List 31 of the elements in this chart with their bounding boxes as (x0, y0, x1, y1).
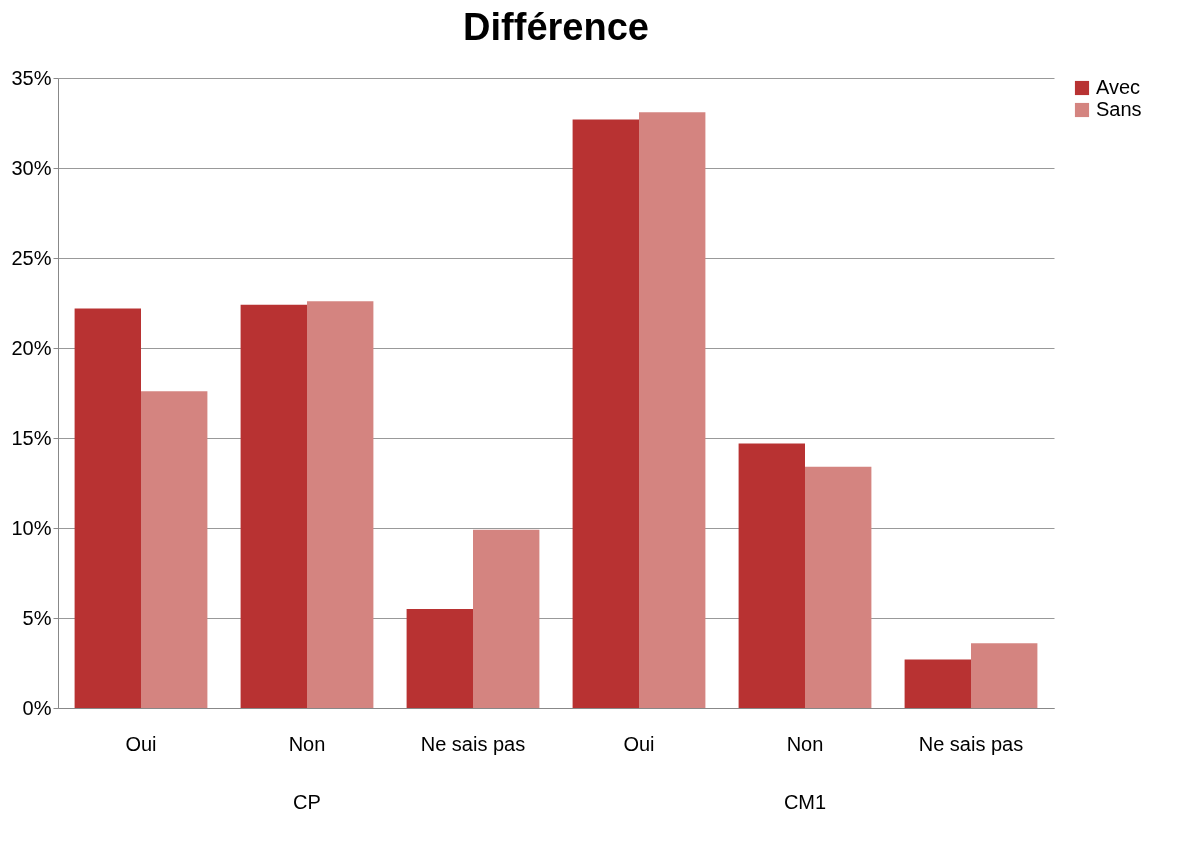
bar (639, 112, 706, 708)
bar (738, 443, 805, 708)
chart-title: Différence (463, 6, 649, 48)
y-tick-label: 0% (22, 696, 52, 719)
bar (904, 659, 971, 708)
bar (572, 119, 639, 708)
y-tick-label: 35% (11, 66, 52, 89)
legend-label: Sans (1096, 98, 1142, 120)
text: CM1 (783, 791, 827, 813)
bar (74, 308, 141, 708)
y-tick-label: 5% (22, 606, 52, 629)
y-tick-label: 30% (11, 156, 52, 179)
legend-label: Avec (1096, 76, 1141, 98)
y-tick-label: 20% (11, 336, 52, 359)
bar (307, 301, 374, 708)
x-tick-label: Oui (125, 732, 157, 755)
x-tick-label: Non (786, 732, 824, 755)
bar (971, 643, 1038, 708)
x-tick-label: Non (288, 732, 326, 755)
x-tick-label: Oui (623, 732, 655, 755)
x-tick-label: Ne sais pas (420, 732, 526, 755)
bar (473, 529, 540, 708)
y-tick-label: 25% (11, 246, 52, 269)
bar (406, 609, 473, 708)
bar (240, 304, 307, 708)
y-tick-label: 15% (11, 426, 52, 449)
x-tick-label: Ne sais pas (918, 732, 1024, 755)
text: CP (293, 791, 321, 813)
y-tick-label: 10% (11, 516, 52, 539)
bar (805, 466, 872, 708)
bar (141, 391, 208, 708)
